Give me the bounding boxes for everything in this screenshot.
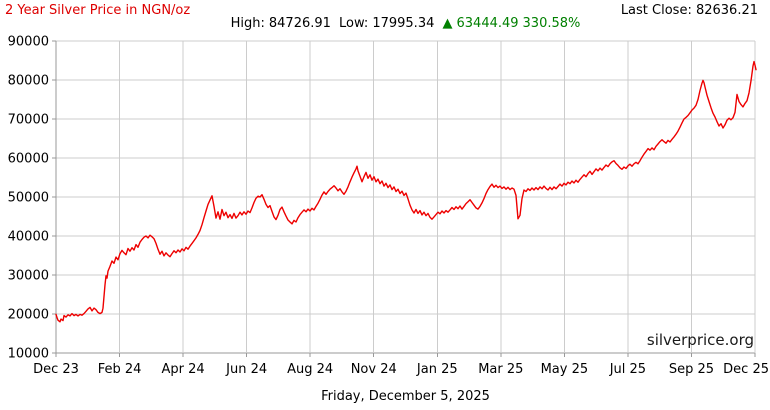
high-label: High: [230, 16, 265, 31]
x-tick-label: Jun 24 [225, 362, 267, 377]
x-tick-label: Apr 24 [162, 362, 205, 377]
last-close: Last Close: 82636.21 [621, 3, 758, 18]
last-close-value: 82636.21 [695, 3, 758, 18]
y-tick-label: 50000 [8, 191, 49, 206]
x-tick-label: Sep 25 [669, 362, 714, 377]
x-tick-label: Mar 25 [478, 362, 523, 377]
y-tick-label: 80000 [8, 74, 49, 89]
price-line [55, 60, 757, 323]
y-tick-label: 60000 [8, 152, 49, 167]
x-tick-label: Nov 24 [351, 362, 397, 377]
y-tick-label: 10000 [8, 347, 49, 362]
change-value: 63444.49 [456, 16, 519, 31]
x-tick-label: Feb 24 [98, 362, 142, 377]
last-close-label: Last Close: [620, 3, 692, 18]
high-value: 84726.91 [268, 16, 331, 31]
x-tick-label: Dec 23 [33, 362, 79, 377]
watermark: silverprice.org [646, 331, 754, 349]
x-tick-label: Aug 24 [287, 362, 333, 377]
low-label: Low: [339, 16, 369, 31]
x-tick-label: Dec 25 [723, 362, 769, 377]
low-value: 17995.34 [372, 16, 435, 31]
high-low-change-stats: High: 84726.91 Low: 17995.34 ▲ 63444.49 330.… [56, 16, 755, 31]
date-caption: Friday, December 5, 2025 [321, 389, 490, 404]
y-tick-label: 70000 [8, 113, 49, 128]
change-up-arrow-icon: ▲ [442, 16, 453, 31]
y-tick-label: 20000 [8, 308, 49, 323]
y-tick-label: 90000 [8, 35, 49, 50]
y-tick-label: 40000 [8, 230, 49, 245]
x-tick-label: Jan 25 [416, 362, 458, 377]
y-tick-label: 30000 [8, 269, 49, 284]
change-percent: 330.58% [522, 16, 581, 31]
x-tick-label: Jul 25 [609, 362, 646, 377]
chart-title: 2 Year Silver Price in NGN/oz [5, 3, 191, 18]
x-tick-label: May 25 [541, 362, 589, 377]
